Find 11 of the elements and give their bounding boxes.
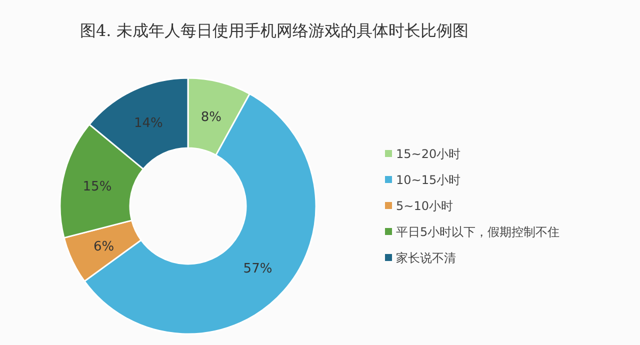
- legend-label: 家长说不清: [396, 251, 456, 265]
- data-label: 15%: [82, 180, 112, 195]
- data-label: 8%: [200, 110, 222, 125]
- legend-label: 平日5小时以下，假期控制不住: [396, 225, 560, 239]
- data-label: 57%: [243, 262, 272, 276]
- legend-label: 10~15小时: [396, 173, 461, 187]
- data-label: 6%: [94, 240, 114, 255]
- legend-label: 15~20小时: [396, 147, 461, 161]
- chart-title: 图4. 未成年人每日使用手机网络游戏的具体时长比例图: [80, 21, 468, 40]
- legend-label: 5~10小时: [396, 199, 453, 213]
- data-label: 14%: [134, 116, 163, 131]
